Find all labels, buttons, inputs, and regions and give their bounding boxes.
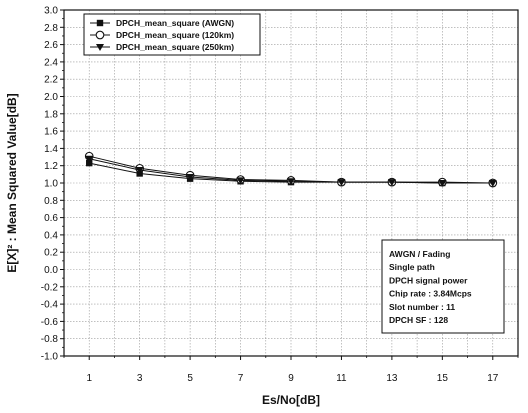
annotation-frame	[381, 239, 505, 334]
y-tick-label: 1.6	[44, 127, 58, 138]
y-tick-label: 2.4	[44, 57, 58, 68]
x-axis-title: Es/No[dB]	[262, 393, 320, 407]
data-point	[135, 167, 144, 175]
data-point	[86, 159, 93, 167]
y-tick-label: 3.0	[44, 6, 58, 17]
annotation-line: DPCH signal power	[389, 275, 468, 285]
data-point	[488, 180, 497, 187]
legend-marker	[96, 19, 104, 27]
annotation-line: Single path	[389, 262, 435, 272]
x-tick-label: 5	[187, 373, 193, 384]
y-tick-label: -0.2	[41, 282, 59, 293]
x-tick-label: 3	[137, 373, 143, 384]
data-point	[186, 173, 195, 181]
legend-box	[83, 13, 261, 56]
annotation-line: Chip rate : 3.84Mcps	[389, 289, 472, 299]
x-tick-label: 17	[487, 373, 499, 384]
x-tick-label: 11	[336, 373, 347, 384]
x-tick-label: 15	[437, 373, 449, 384]
x-tick-label: 13	[386, 373, 398, 384]
x-tick-label: 1	[86, 373, 92, 384]
y-tick-label: 0.8	[44, 196, 58, 207]
y-tick-label: 0.4	[44, 230, 58, 241]
y-tick-label: 1.8	[44, 109, 58, 120]
data-point	[337, 179, 346, 187]
y-tick-label: -0.4	[41, 300, 59, 311]
legend: DPCH_mean_square (AWGN) DPCH_mean_square …	[83, 13, 261, 56]
axis-ticks: -1.0 -0.8 -0.6 -0.4 -0.2 0.0 0.2 0.4 0.6 0.8 1.0 1.…	[41, 6, 519, 384]
annotation-box: AWGN / Fading Single path DPCH signal powe…	[381, 239, 505, 334]
y-tick-label: 0.0	[44, 265, 58, 276]
legend-marker	[95, 30, 105, 40]
legend-label: DPCH_mean_square (AWGN)	[116, 18, 234, 28]
y-tick-label: 2.6	[44, 40, 58, 51]
y-tick-label: 1.4	[44, 144, 58, 155]
y-tick-label: 0.2	[44, 248, 58, 259]
annotation-line: AWGN / Fading	[389, 249, 450, 259]
y-tick-label: 2.2	[44, 75, 58, 86]
data-point	[236, 177, 245, 185]
data-point	[387, 179, 396, 187]
y-tick-label: -0.6	[41, 317, 59, 328]
y-axis-title: E[X]² : Mean Squared Value[dB]	[5, 93, 19, 272]
y-tick-label: 2.0	[44, 92, 58, 103]
y-tick-label: -0.8	[41, 334, 59, 345]
data-series	[84, 151, 498, 188]
x-tick-label: 7	[238, 373, 244, 384]
y-tick-label: -1.0	[41, 352, 59, 363]
y-tick-label: 1.2	[44, 161, 58, 172]
data-point	[287, 178, 295, 186]
legend-marker	[96, 44, 104, 51]
annotation-line: DPCH SF : 128	[389, 315, 448, 325]
data-point	[438, 180, 447, 187]
x-tick-label: 9	[288, 373, 294, 384]
y-tick-label: 1.0	[44, 179, 58, 190]
data-point	[85, 155, 94, 163]
legend-label: DPCH_mean_square (250km)	[116, 42, 234, 52]
y-tick-label: 2.8	[44, 23, 58, 34]
legend-label: DPCH_mean_square (120km)	[116, 30, 234, 40]
annotation-line: Slot number : 11	[389, 302, 455, 312]
series-3	[85, 155, 497, 187]
y-tick-label: 0.6	[44, 213, 58, 224]
